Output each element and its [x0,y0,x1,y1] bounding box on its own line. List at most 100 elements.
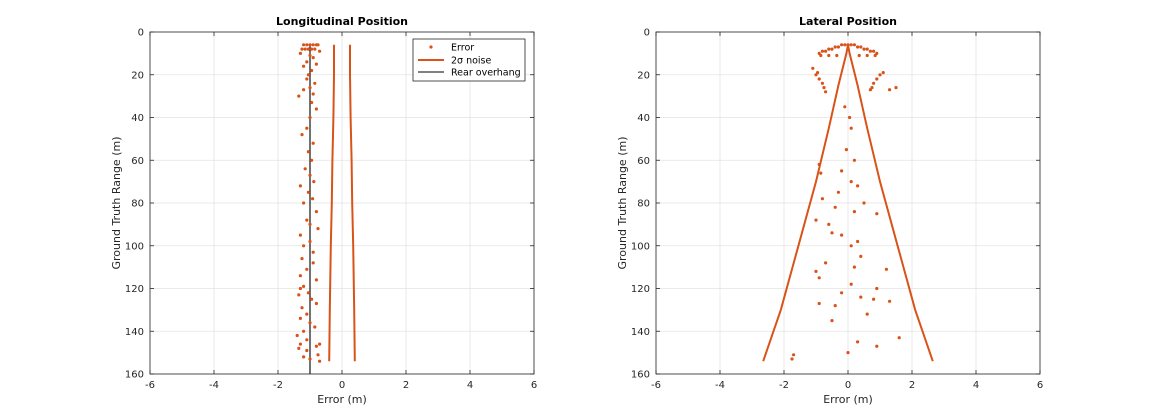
error-point [311,43,315,47]
x-tick-label: -4 [209,380,219,391]
error-point [311,261,315,265]
error-point [305,267,309,271]
error-point [303,167,307,171]
legend-overhang-label: Rear overhang [451,68,521,79]
error-point [865,47,869,51]
error-point [310,100,314,105]
error-point [298,51,302,55]
error-point [865,53,869,58]
x-tick-label: -6 [651,380,661,391]
error-point [305,60,309,64]
x-tick-label: 6 [531,380,537,391]
legend-error-marker [429,45,433,49]
error-point [316,43,320,47]
error-point [868,49,872,53]
error-point [316,353,320,357]
error-point [297,94,301,98]
error-point [878,73,882,77]
error-point [820,197,824,201]
error-point [305,126,309,130]
error-point [856,340,860,344]
error-point [884,267,888,271]
error-point [311,92,315,96]
error-point [844,148,848,152]
error-point [310,68,314,73]
error-point [824,261,828,265]
error-point [852,210,856,214]
error-point [310,47,314,51]
error-point [311,141,315,145]
y-tick-label: 160 [631,370,650,381]
error-point [314,301,318,306]
error-point [302,284,306,288]
x-tick-label: 2 [403,380,409,391]
error-point [300,133,304,137]
noise-bound-line [349,44,356,362]
error-point [824,90,828,94]
error-point [306,291,310,295]
error-point [872,81,876,85]
error-point [308,321,312,325]
error-point [311,250,315,254]
error-point [314,210,318,214]
error-point [849,244,853,248]
error-point [303,47,307,51]
error-point [314,107,318,111]
error-point [894,86,898,90]
error-point [305,312,309,316]
error-point [849,180,853,184]
error-point [306,73,310,77]
error-point [875,286,879,291]
x-axis-label: Error (m) [317,393,367,406]
error-point [298,286,302,291]
error-point [857,53,861,58]
x-tick-label: -2 [273,380,283,391]
error-point [843,43,847,47]
noise-bound-line [328,44,335,362]
y-tick-label: 80 [131,199,144,210]
error-point [875,77,879,81]
error-point [298,316,302,320]
error-point [827,47,831,51]
error-point [300,257,304,261]
data-marks [295,43,356,374]
y-tick-label: 160 [125,370,144,381]
error-point [836,190,840,194]
error-point [310,297,314,301]
noise-bound-line [762,44,849,362]
x-tick-label: 6 [1037,380,1043,391]
error-point [830,47,834,51]
y-tick-label: 80 [637,199,650,210]
error-point [308,173,312,177]
error-point [305,43,309,47]
error-point [859,295,863,299]
error-point [856,45,860,49]
y-tick-label: 100 [125,241,144,252]
y-tick-label: 100 [631,241,650,252]
error-point [843,105,847,109]
error-point [302,329,306,333]
error-point [848,115,852,120]
error-point [318,342,322,346]
x-tick-label: 4 [973,380,979,391]
x-axis-label: Error (m) [823,393,873,406]
error-point [314,344,318,348]
error-point [827,53,831,58]
error-point [314,62,318,66]
error-point [840,169,844,173]
error-point [297,293,301,297]
error-point [308,53,312,58]
error-point [872,297,876,301]
error-point [859,45,863,49]
error-point [817,301,821,306]
error-point [862,47,866,51]
error-point [830,319,834,323]
error-point [833,45,837,49]
error-point [862,201,866,205]
error-point [302,355,306,359]
y-tick-label: 60 [131,156,144,167]
error-point [298,233,302,237]
legend: Error 2σ noise Rear overhang [412,38,526,82]
